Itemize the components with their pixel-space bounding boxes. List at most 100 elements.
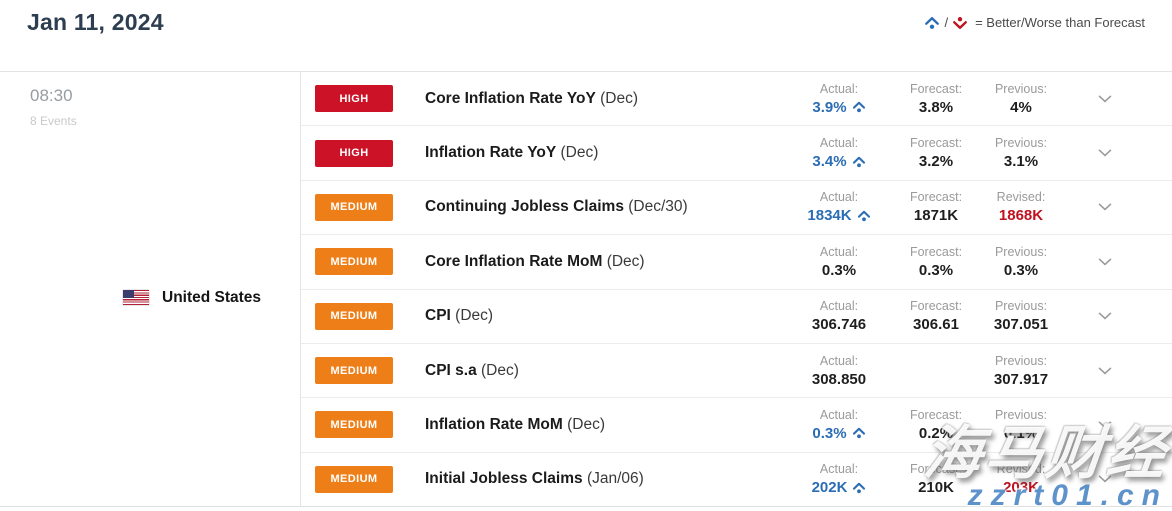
value-label: Forecast: [909, 299, 963, 314]
value-text: 3.1% [1003, 153, 1039, 171]
event-name[interactable]: Inflation Rate YoY (Dec) [425, 144, 598, 162]
value-columns: Actual: 308.850 Previous: 307.917 [778, 354, 1070, 388]
value-label: Forecast: [909, 244, 963, 259]
value-text: 0.3% [821, 261, 857, 279]
event-period: (Dec) [455, 307, 494, 325]
better-than-forecast-icon [852, 482, 866, 494]
event-row[interactable]: MEDIUM Core Inflation Rate MoM (Dec) Act… [301, 235, 1172, 290]
value-column: Forecast: 0.3% [900, 245, 972, 279]
importance-badge: MEDIUM [315, 248, 393, 276]
expand-row-control[interactable] [1070, 258, 1140, 266]
value-column: Actual: 306.746 [778, 299, 900, 333]
value-label: Forecast: [909, 462, 963, 477]
expand-row-control[interactable] [1070, 149, 1140, 157]
expand-row-control[interactable] [1070, 203, 1140, 211]
chevron-down-icon [1098, 421, 1112, 429]
value-label: Previous: [994, 244, 1048, 259]
chevron-down-icon [1098, 475, 1112, 483]
better-than-forecast-icon [852, 156, 866, 168]
value-column: Forecast: 210K [900, 462, 972, 496]
event-period: (Dec) [481, 361, 519, 379]
value-column: Actual: 0.3% [778, 408, 900, 442]
value-label: Forecast: [909, 190, 963, 205]
event-row[interactable]: MEDIUM Inflation Rate MoM (Dec) Actual: 0… [301, 398, 1172, 453]
value-text: 1868K [998, 207, 1044, 225]
value-text: 3.8% [918, 98, 954, 116]
event-name[interactable]: Core Inflation Rate YoY (Dec) [425, 90, 638, 108]
expand-row-control[interactable] [1070, 95, 1140, 103]
value-columns: Actual: 306.746 Forecast: 306.61 Previous: 30… [778, 299, 1070, 333]
event-row[interactable]: MEDIUM CPI (Dec) Actual: 306.746 Forecast:… [301, 289, 1172, 344]
importance-badge: MEDIUM [315, 302, 393, 330]
importance-badge: HIGH [315, 139, 393, 167]
event-title: Continuing Jobless Claims [425, 198, 624, 216]
event-row[interactable]: HIGH Inflation Rate YoY (Dec) Actual: 3.4… [301, 126, 1172, 181]
value-columns: Actual: 1834K Forecast: 1871K Revised: 1868K [778, 190, 1070, 224]
value-column: Revised: 203K [972, 462, 1070, 496]
value-text: 0.3% [918, 261, 954, 279]
chevron-down-icon [1098, 312, 1112, 320]
event-row[interactable]: MEDIUM Initial Jobless Claims (Jan/06) A… [301, 452, 1172, 507]
event-name[interactable]: Core Inflation Rate MoM (Dec) [425, 253, 645, 271]
value-column: Previous: 307.917 [972, 354, 1070, 388]
value-columns: Actual: 202K Forecast: 210K Revised: 203K [778, 462, 1070, 496]
worse-than-forecast-icon [952, 16, 968, 30]
better-than-forecast-icon [852, 427, 866, 439]
value-text: 306.746 [811, 316, 867, 334]
value-label: Previous: [994, 407, 1048, 422]
value-columns: Actual: 3.4% Forecast: 3.2% Previous: 3.1% [778, 136, 1070, 170]
value-text: 4% [1010, 98, 1032, 116]
country-cell: United States [123, 89, 261, 506]
page-title: Jan 11, 2024 [27, 9, 164, 35]
expand-row-control[interactable] [1070, 312, 1140, 320]
value-label: Actual: [819, 81, 859, 96]
event-title: Core Inflation Rate YoY [425, 89, 596, 107]
event-name[interactable]: CPI (Dec) [425, 307, 493, 325]
event-name[interactable]: Inflation Rate MoM (Dec) [425, 416, 605, 434]
value-text: 1834K [807, 207, 870, 224]
value-column: Actual: 0.3% [778, 245, 900, 279]
page-header: Jan 11, 2024 / = Better/Worse than Forec… [0, 0, 1172, 71]
value-column: Forecast: 0.2% [900, 408, 972, 442]
calendar-table: 08:30 8 Events United States HIGH Core I… [0, 71, 1172, 511]
expand-row-control[interactable] [1070, 421, 1140, 429]
importance-badge: MEDIUM [315, 357, 393, 385]
value-label: Actual: [819, 299, 859, 314]
importance-badge: HIGH [315, 85, 393, 113]
value-label: Revised: [996, 190, 1046, 205]
value-text: 3.2% [918, 153, 954, 171]
chevron-down-icon [1098, 203, 1112, 211]
event-name[interactable]: Initial Jobless Claims (Jan/06) [425, 470, 644, 488]
event-row[interactable]: MEDIUM Continuing Jobless Claims (Dec/30… [301, 180, 1172, 236]
expand-row-control[interactable] [1070, 475, 1140, 483]
value-text: 203K [1003, 479, 1039, 497]
value-text: 307.917 [993, 370, 1049, 388]
value-columns: Actual: 3.9% Forecast: 3.8% Previous: 4% [778, 82, 1070, 116]
event-name[interactable]: Continuing Jobless Claims (Dec/30) [425, 198, 688, 216]
value-text: 308.850 [811, 370, 867, 388]
event-name[interactable]: CPI s.a (Dec) [425, 362, 519, 380]
value-label: Previous: [994, 299, 1048, 314]
country-name: United States [162, 288, 262, 306]
value-text: 1871K [913, 207, 959, 225]
value-label: Previous: [994, 81, 1048, 96]
chevron-down-icon [1098, 367, 1112, 375]
value-column: Forecast: 306.61 [900, 299, 972, 333]
events-count: 8 Events [30, 114, 77, 128]
value-label: Forecast: [909, 136, 963, 151]
value-column: Previous: 4% [972, 82, 1070, 116]
better-than-forecast-icon [852, 101, 866, 113]
value-column: Forecast: 1871K [900, 190, 972, 224]
value-column: Previous: 0.3% [972, 245, 1070, 279]
value-column: Previous: 0.1% [972, 408, 1070, 442]
importance-badge: MEDIUM [315, 193, 393, 221]
expand-row-control[interactable] [1070, 367, 1140, 375]
event-time: 08:30 [30, 86, 73, 105]
value-column: Actual: 1834K [778, 190, 900, 224]
chevron-down-icon [1098, 149, 1112, 157]
value-label: Actual: [819, 136, 859, 151]
chevron-down-icon [1098, 258, 1112, 266]
value-column: Actual: 3.9% [778, 82, 900, 116]
event-row[interactable]: MEDIUM CPI s.a (Dec) Actual: 308.850 Previ… [301, 343, 1172, 399]
event-row[interactable]: HIGH Core Inflation Rate YoY (Dec) Actua… [301, 72, 1172, 127]
